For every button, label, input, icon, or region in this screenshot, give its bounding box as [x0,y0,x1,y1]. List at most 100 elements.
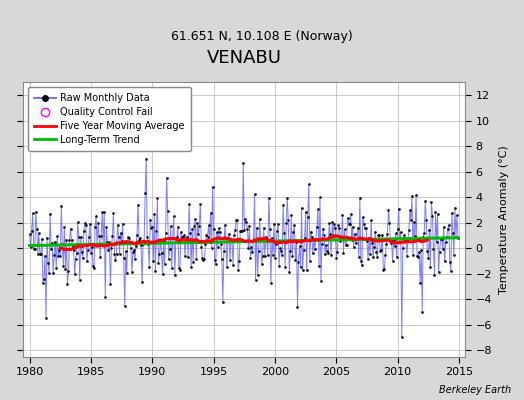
Point [160,261,169,268]
Point [254,271,262,278]
Point [390,243,399,249]
Point [57,203,66,210]
Point [105,238,114,245]
Point [383,230,391,237]
Point [424,255,432,261]
Point [165,256,173,262]
Point [26,244,35,250]
Point [323,248,331,254]
Point [370,244,378,250]
Point [210,226,218,233]
Point [195,222,203,229]
Point [44,260,52,266]
Point [255,248,263,254]
Point [127,245,135,251]
Point [108,233,117,239]
Point [402,235,410,241]
Point [454,235,462,241]
Point [177,229,185,235]
Point [36,250,44,257]
Point [443,234,451,240]
Point [441,258,449,264]
Point [75,276,84,283]
Point [135,236,143,243]
Point [125,235,133,241]
Point [70,271,79,277]
Point [181,253,189,260]
Point [156,238,165,244]
Point [199,257,208,264]
Point [167,223,175,229]
Point [161,230,170,236]
Point [27,228,36,234]
Point [61,266,70,272]
Point [405,226,413,233]
Point [366,251,374,257]
Title: VENABU: VENABU [207,49,282,67]
Point [226,257,234,263]
Point [250,191,259,198]
Point [312,236,320,242]
Point [308,234,316,240]
Point [403,236,412,242]
Point [364,256,372,262]
Point [397,228,405,235]
Point [38,236,46,242]
Point [392,254,401,260]
Point [272,240,280,247]
Point [412,192,420,198]
Point [130,247,138,253]
Point [357,258,365,264]
Point [241,216,249,222]
Point [297,264,305,270]
Point [253,224,261,231]
Point [339,211,347,218]
Point [142,156,150,162]
Point [237,228,245,234]
Point [246,254,255,261]
Point [224,235,232,242]
Point [32,226,41,232]
Point [440,224,448,230]
Point [270,221,278,227]
Point [433,211,442,218]
Point [56,253,64,260]
Point [159,238,168,244]
Point [389,237,398,244]
Point [201,241,210,247]
Point [444,226,452,232]
Point [414,254,422,260]
Point [219,298,227,305]
Point [92,213,100,219]
Point [395,206,403,212]
Point [267,280,275,286]
Point [110,210,118,216]
Point [282,220,290,226]
Point [96,254,104,260]
Point [328,219,336,226]
Point [174,265,183,271]
Point [225,231,233,237]
Point [232,217,241,223]
Point [116,230,125,236]
Point [296,243,304,250]
Point [103,238,112,245]
Point [302,267,311,274]
Point [136,235,144,241]
Point [126,240,134,246]
Point [434,269,443,275]
Point [47,246,55,252]
Point [62,236,71,243]
Point [94,220,102,226]
Point [380,266,389,272]
Point [359,214,367,220]
Point [321,250,329,257]
Point [326,230,334,237]
Point [288,252,297,259]
Point [117,238,126,244]
Point [261,234,270,240]
Point [279,202,287,208]
Point [407,217,415,224]
Point [220,248,228,254]
Point [408,193,416,199]
